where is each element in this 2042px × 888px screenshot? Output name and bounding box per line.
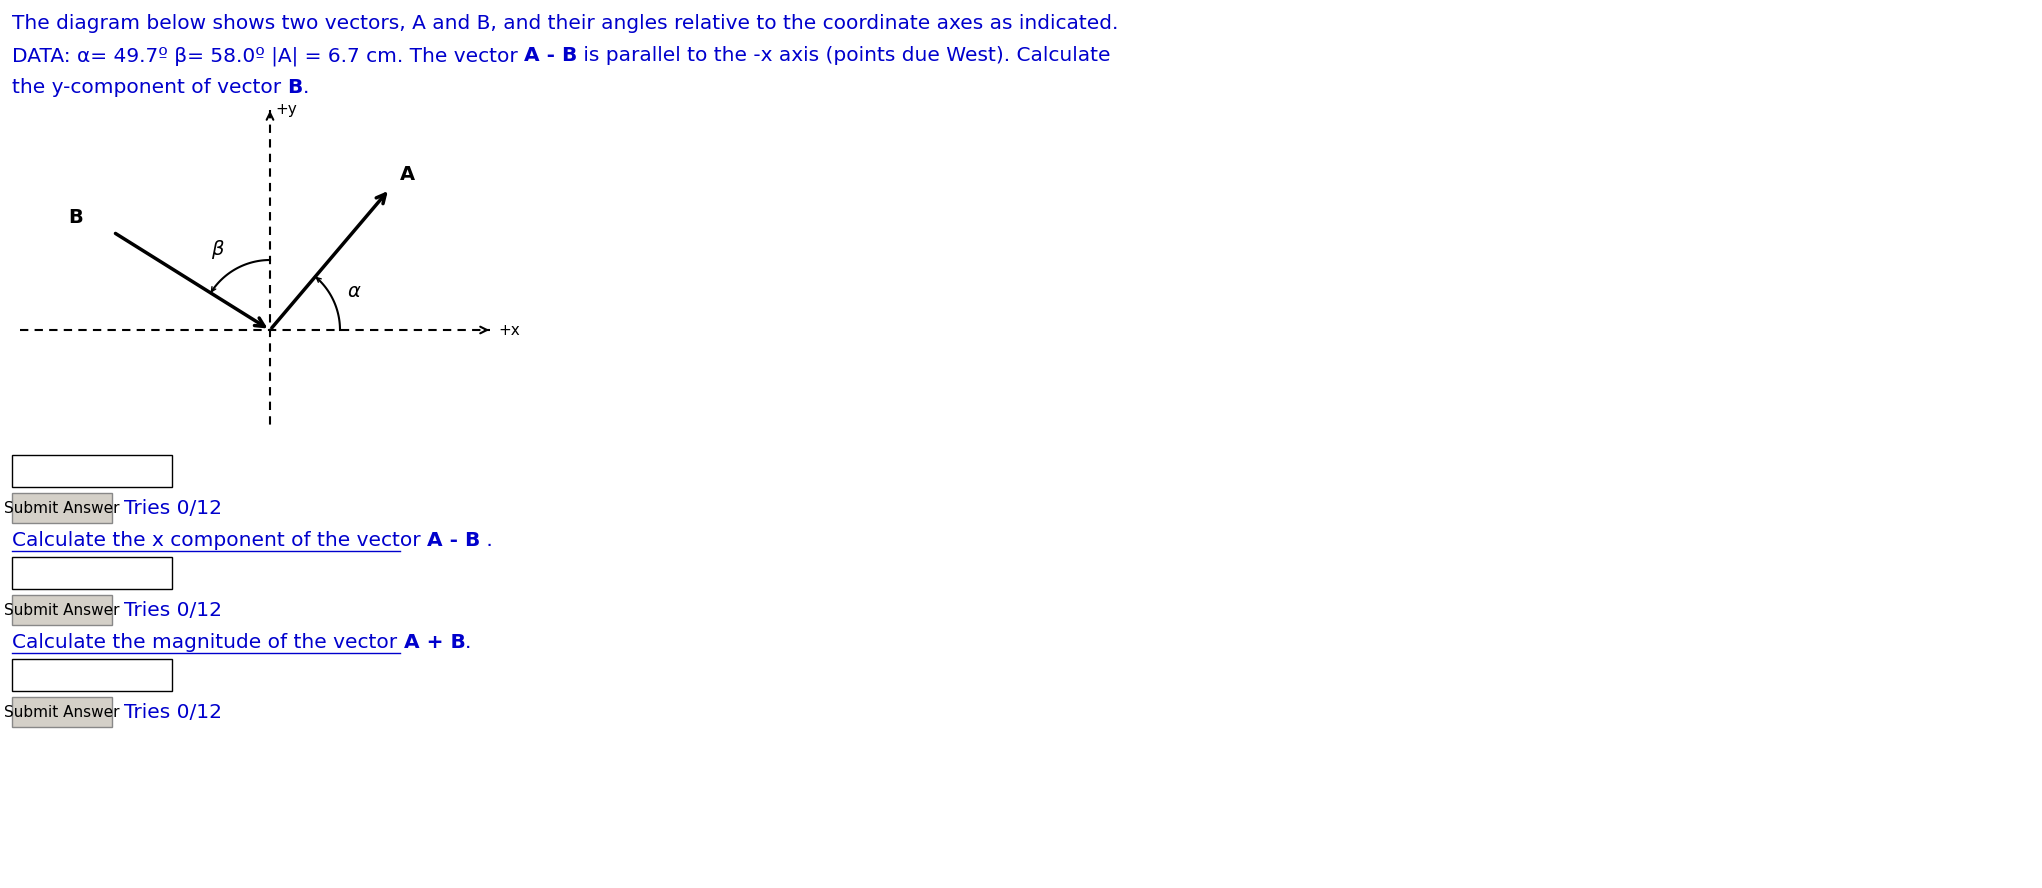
Text: A + B: A + B [404, 633, 466, 652]
FancyBboxPatch shape [12, 595, 112, 625]
FancyBboxPatch shape [12, 659, 172, 691]
Text: the y-component of vector: the y-component of vector [12, 78, 288, 97]
FancyBboxPatch shape [12, 455, 172, 487]
Text: .: . [466, 633, 472, 652]
Text: DATA: α= 49.7º β= 58.0º |A| = 6.7 cm. The vector: DATA: α= 49.7º β= 58.0º |A| = 6.7 cm. Th… [12, 46, 525, 66]
Text: B: B [288, 78, 302, 97]
Text: Tries 0/12: Tries 0/12 [125, 498, 223, 518]
Text: β: β [210, 240, 225, 259]
Text: Calculate the magnitude of the vector: Calculate the magnitude of the vector [12, 633, 404, 652]
Text: Submit Answer: Submit Answer [4, 704, 120, 719]
Text: B: B [67, 208, 84, 227]
Text: Submit Answer: Submit Answer [4, 602, 120, 617]
Text: Calculate the x component of the vector: Calculate the x component of the vector [12, 531, 427, 550]
FancyBboxPatch shape [12, 697, 112, 727]
Text: α: α [347, 281, 359, 301]
FancyBboxPatch shape [12, 493, 112, 523]
Text: Tries 0/12: Tries 0/12 [125, 600, 223, 620]
Text: Tries 0/12: Tries 0/12 [125, 702, 223, 721]
FancyBboxPatch shape [12, 557, 172, 589]
Text: A - B: A - B [525, 46, 578, 65]
Text: A - B: A - B [427, 531, 480, 550]
Text: The diagram below shows two vectors, A and B, and their angles relative to the c: The diagram below shows two vectors, A a… [12, 14, 1119, 33]
Text: is parallel to the -x axis (points due West). Calculate: is parallel to the -x axis (points due W… [578, 46, 1111, 65]
Text: Submit Answer: Submit Answer [4, 501, 120, 516]
Text: +x: +x [498, 322, 521, 337]
Text: .: . [302, 78, 308, 97]
Text: .: . [480, 531, 492, 550]
Text: +y: +y [276, 102, 296, 117]
Text: A: A [400, 165, 415, 184]
